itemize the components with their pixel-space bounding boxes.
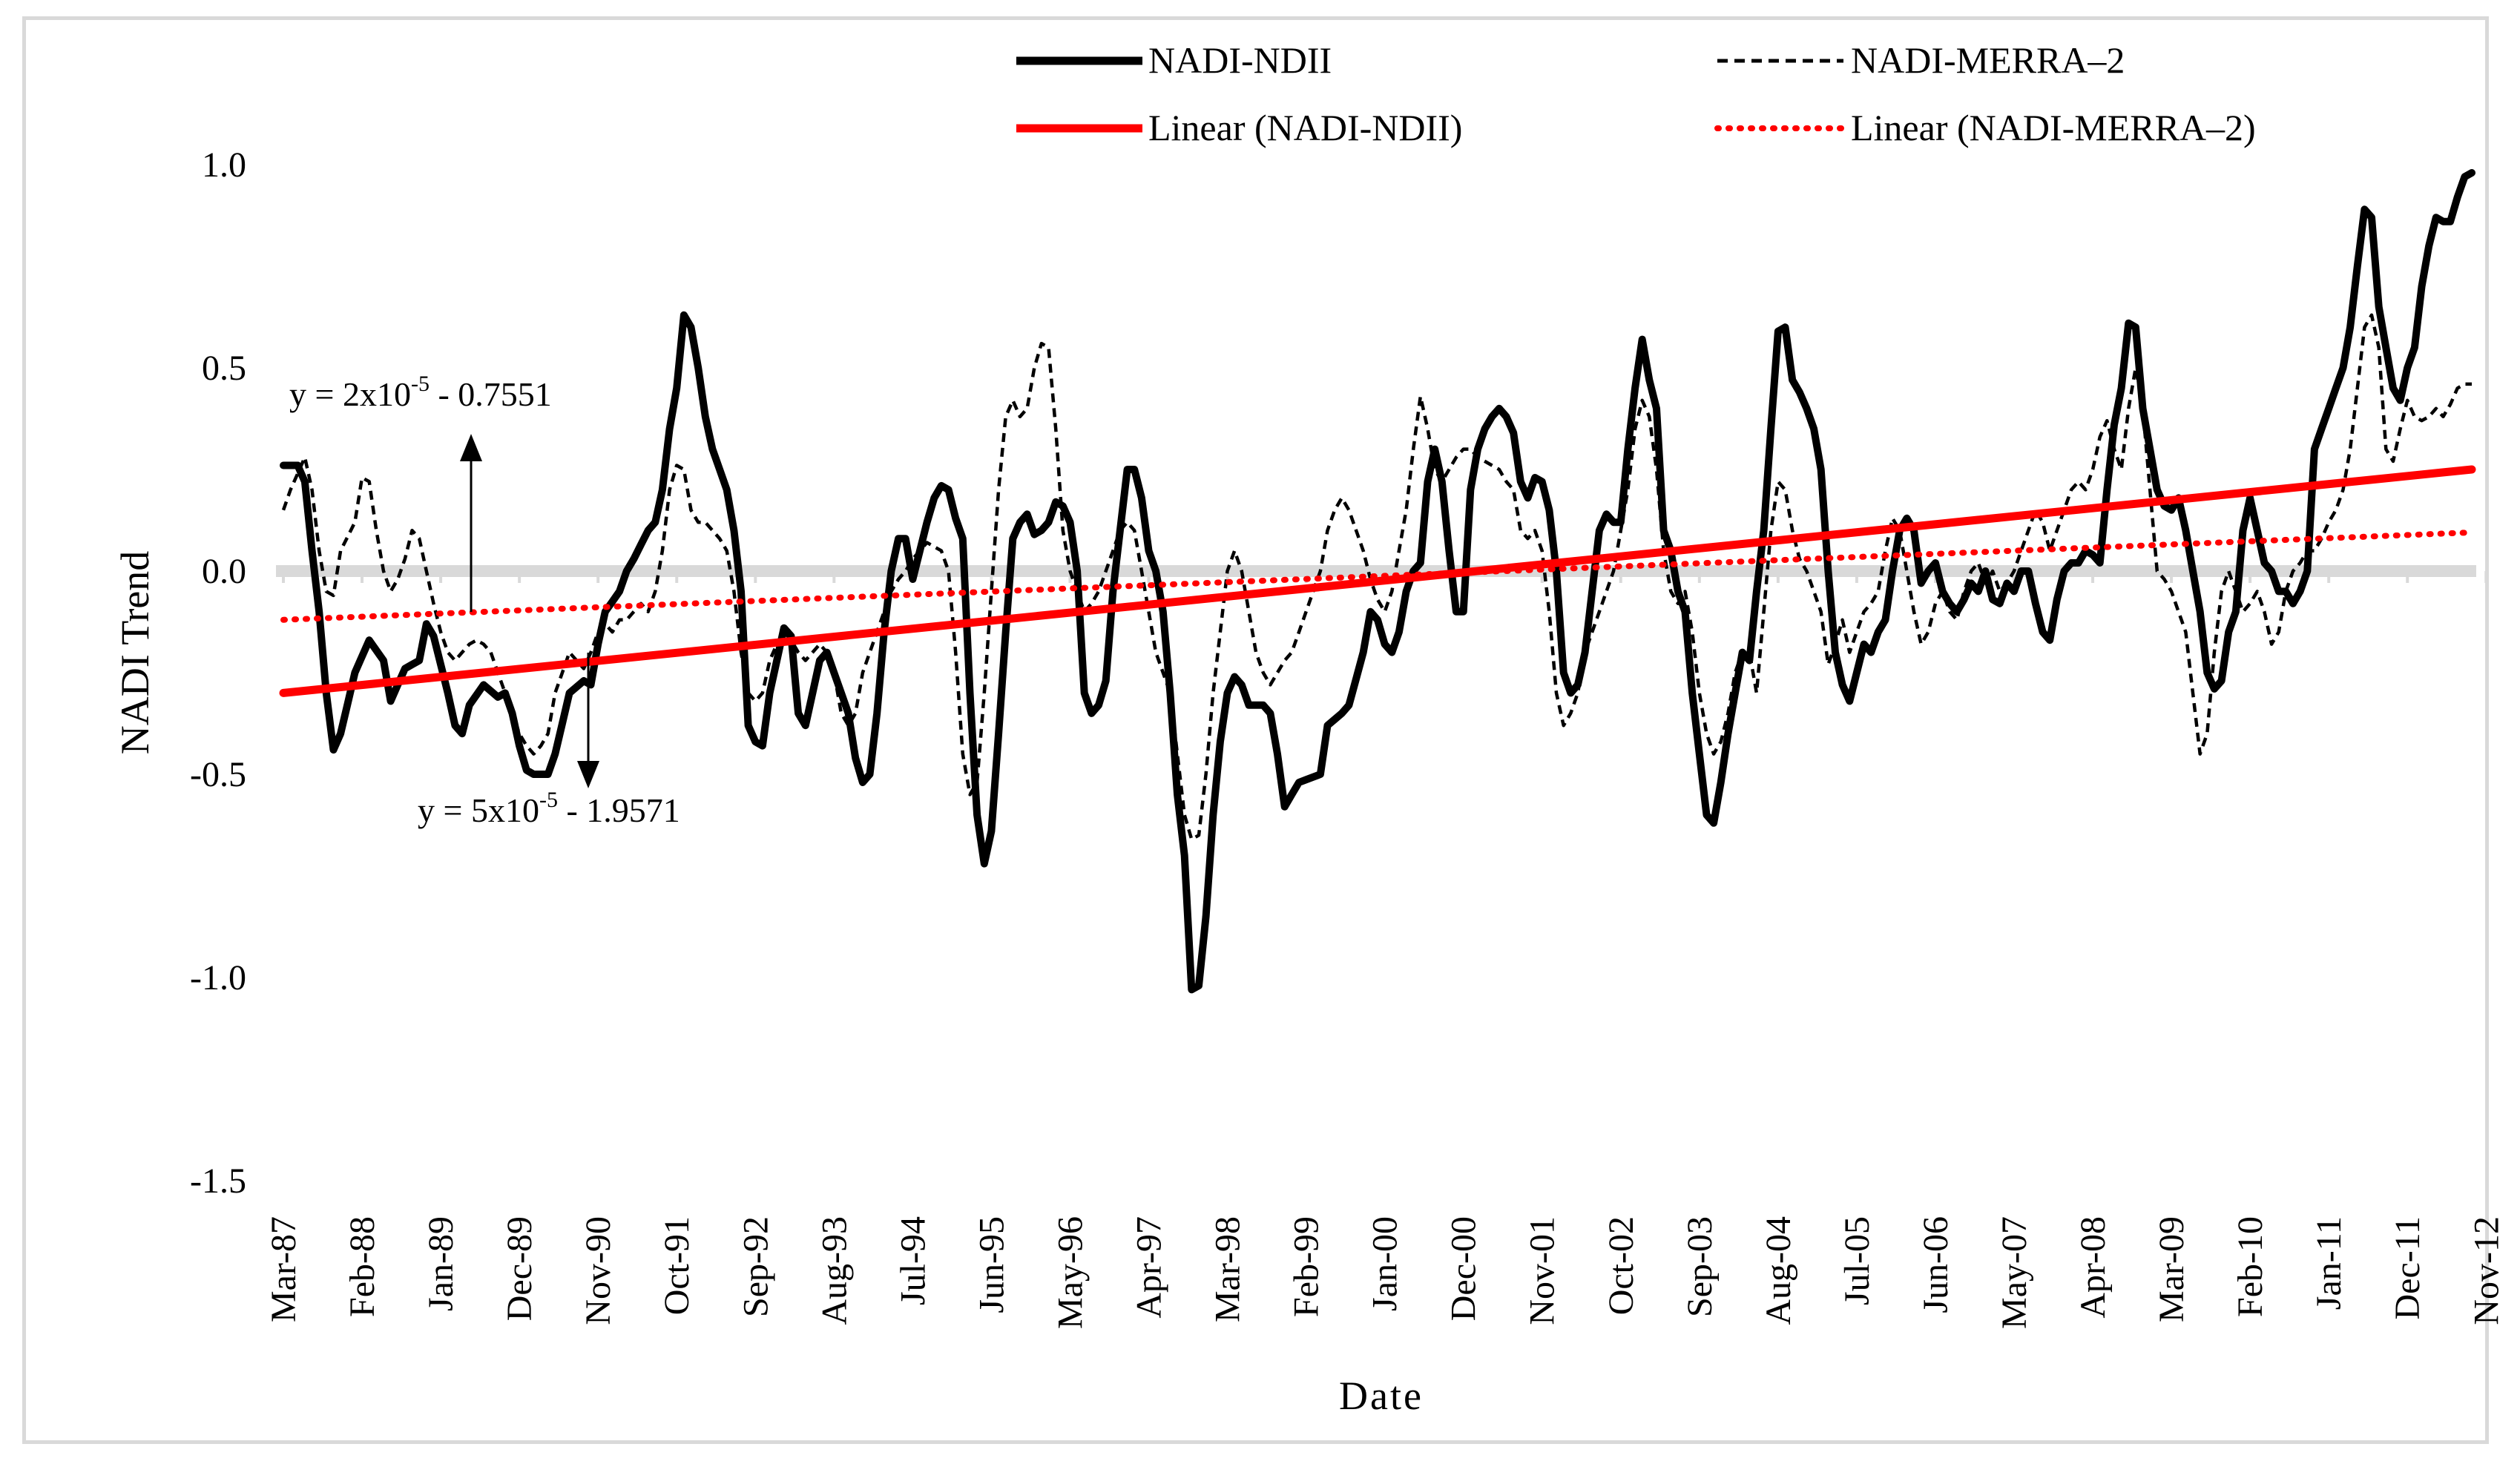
x-tick-label: Aug-04	[1759, 1216, 1798, 1325]
x-tick-label: Jan-00	[1366, 1216, 1405, 1311]
equation-upper: y = 2x10-5 - 0.7551	[289, 372, 552, 413]
x-tick-label: Nov-01	[1523, 1216, 1562, 1325]
x-axis-ticks: Mar-87 Feb-88 Jan-89 Dec-89 Nov-90 Oct-91 Sep-…	[264, 1216, 2506, 1329]
x-tick-label: Jun-06	[1916, 1216, 1955, 1313]
series-nadi-merra2-line	[281, 313, 2472, 841]
x-tick-label: Nov-12	[2467, 1216, 2506, 1325]
x-axis-title: Date	[1339, 1374, 1424, 1418]
x-tick-label: Jul-05	[1838, 1216, 1877, 1305]
x-tick-label: Oct-91	[657, 1216, 697, 1315]
x-tick-label: Aug-93	[815, 1216, 854, 1325]
y-tick-label: -1.5	[190, 1161, 246, 1201]
x-tick-label: Jan-89	[421, 1216, 461, 1311]
x-tick-label: Jul-94	[893, 1216, 932, 1305]
y-tick-label: 0.5	[202, 349, 246, 388]
equation-upper-tail: - 0.7551	[430, 375, 552, 413]
x-tick-label: Mar-98	[1208, 1216, 1248, 1322]
x-tick-label: Mar-09	[2152, 1216, 2191, 1322]
trend-nadi-merra2-line	[280, 529, 2475, 623]
y-axis-title: NADI Trend	[113, 551, 157, 755]
y-tick-label: 0.0	[202, 552, 246, 591]
y-axis-ticks: 1.0 0.5 0.0 -0.5 -1.0 -1.5	[190, 145, 246, 1201]
y-tick-label: 1.0	[202, 145, 246, 185]
x-tick-label: Mar-87	[264, 1216, 303, 1322]
trend-nadi-ndii-line	[279, 465, 2476, 697]
equation-upper-base: y = 2x10	[289, 375, 411, 413]
x-tick-label: Jan-11	[2309, 1216, 2349, 1310]
equation-lower-base: y = 5x10	[418, 791, 539, 829]
legend-label-ndii: NADI-NDII	[1148, 39, 1332, 81]
x-tick-label: Feb-10	[2231, 1216, 2270, 1317]
equation-lower-arrowhead	[577, 761, 599, 788]
equation-lower: y = 5x10-5 - 1.9571	[418, 788, 680, 829]
legend-label-linear-merra2: Linear (NADI-MERRA–2)	[1851, 107, 2256, 148]
y-tick-label: -0.5	[190, 755, 246, 794]
y-tick-label: -1.0	[190, 958, 246, 998]
x-tick-label: Apr-08	[2073, 1216, 2113, 1319]
equation-lower-exp: -5	[539, 788, 558, 812]
series-nadi-ndii-line	[280, 169, 2475, 994]
x-tick-label: Sep-92	[736, 1216, 775, 1317]
chart-frame	[22, 16, 2489, 1444]
legend-label-linear-ndii: Linear (NADI-NDII)	[1148, 107, 1462, 148]
equation-lower-tail: - 1.9571	[558, 791, 680, 829]
x-tick-label: May-96	[1050, 1216, 1090, 1329]
legend-label-merra2: NADI-MERRA–2	[1851, 39, 2125, 81]
x-tick-label: Dec-11	[2388, 1216, 2427, 1319]
x-tick-label: Apr-97	[1130, 1216, 1169, 1319]
trend-equations: y = 2x10-5 - 0.7551 y = 5x10-5 - 1.9571	[289, 372, 680, 829]
x-tick-label: Nov-90	[579, 1216, 618, 1325]
legend: NADI-NDII NADI-MERRA–2 Linear (NADI-NDII…	[1016, 39, 2256, 148]
x-tick-label: Feb-88	[343, 1216, 382, 1317]
x-tick-label: Dec-89	[500, 1216, 539, 1321]
equation-upper-exp: -5	[411, 372, 430, 396]
x-tick-label: Feb-99	[1287, 1216, 1326, 1317]
x-tick-label: Oct-02	[1602, 1216, 1641, 1315]
equation-upper-arrowhead	[460, 434, 482, 461]
x-tick-label: Dec-00	[1444, 1216, 1484, 1321]
x-tick-label: Jun-95	[972, 1216, 1011, 1313]
x-tick-label: Sep-03	[1680, 1216, 1720, 1317]
x-tick-label: May-07	[1995, 1216, 2034, 1329]
